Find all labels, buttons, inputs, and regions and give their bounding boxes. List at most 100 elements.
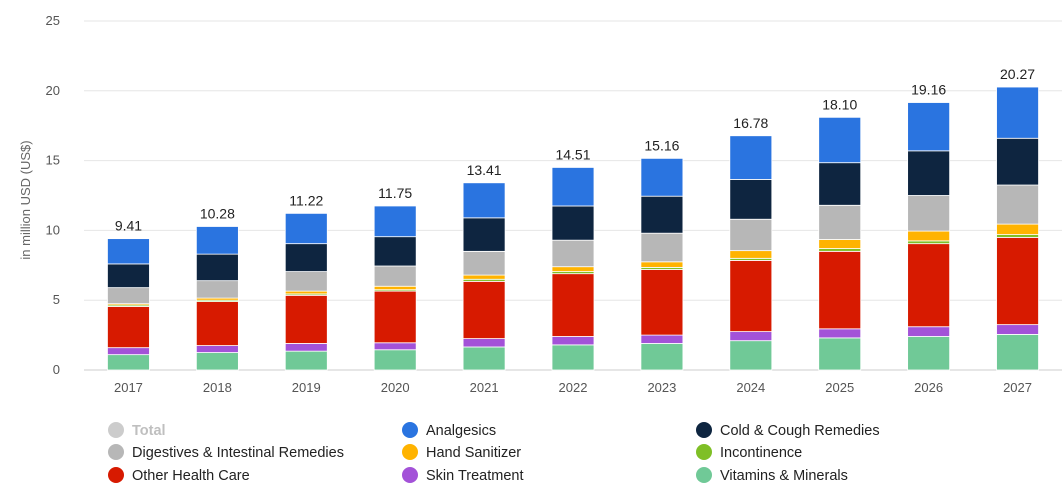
bar-segment[interactable] <box>729 218 773 252</box>
bar-segment[interactable] <box>107 306 150 349</box>
bar-segment[interactable] <box>284 294 328 344</box>
bar-segment[interactable] <box>729 340 773 371</box>
bar-segment[interactable] <box>284 290 328 295</box>
bar-segment[interactable] <box>996 223 1039 235</box>
bar-segment[interactable] <box>462 338 506 348</box>
y-tick-label: 5 <box>53 292 60 307</box>
bar-segment[interactable] <box>195 301 239 346</box>
bar-segment[interactable] <box>818 162 862 206</box>
bar-segment[interactable] <box>551 205 595 241</box>
bar-segment[interactable] <box>818 250 862 330</box>
legend-item[interactable]: Total <box>108 422 166 439</box>
bar-segment[interactable] <box>107 287 150 305</box>
legend-item[interactable]: Incontinence <box>696 444 802 461</box>
bar-segment[interactable] <box>373 265 417 287</box>
bar-segment[interactable] <box>907 102 951 152</box>
bar-segment[interactable] <box>551 266 595 272</box>
bar-segment[interactable] <box>373 342 417 351</box>
bar-segment[interactable] <box>195 280 239 299</box>
bar-segment[interactable] <box>107 263 150 289</box>
bar-segment[interactable] <box>996 86 1039 139</box>
bar-segment[interactable] <box>107 238 150 265</box>
bar-segment[interactable] <box>284 212 328 245</box>
bar-segment[interactable] <box>551 167 595 207</box>
total-data-label: 15.16 <box>644 137 679 153</box>
bar-segment[interactable] <box>195 226 239 255</box>
legend-marker <box>108 467 124 483</box>
legend-label: Other Health Care <box>132 468 250 484</box>
bar-segment[interactable] <box>996 234 1039 238</box>
bar-segment[interactable] <box>462 250 506 276</box>
bar-segment[interactable] <box>195 345 239 353</box>
bar-segment[interactable] <box>907 326 951 337</box>
legend-item[interactable]: Analgesics <box>402 422 496 439</box>
bar-segment[interactable] <box>551 344 595 371</box>
bar-segment[interactable] <box>373 290 417 344</box>
bar-segment[interactable] <box>551 336 595 346</box>
bar-segment[interactable] <box>284 271 328 292</box>
bar-segment[interactable] <box>284 243 328 272</box>
bar-segment[interactable] <box>818 337 862 371</box>
x-tick-label: 2022 <box>559 380 588 395</box>
bar-segment[interactable] <box>462 280 506 339</box>
legend-marker <box>696 422 712 438</box>
bar-segment[interactable] <box>907 240 951 245</box>
bar-segment[interactable] <box>907 336 951 371</box>
bar-segment[interactable] <box>907 195 951 232</box>
legend-label: Incontinence <box>720 445 802 461</box>
bar-segment[interactable] <box>818 204 862 240</box>
bar-segment[interactable] <box>107 347 150 356</box>
legend-item[interactable]: Hand Sanitizer <box>402 444 521 461</box>
bar-segment[interactable] <box>284 350 328 371</box>
legend-item[interactable]: Other Health Care <box>108 467 250 484</box>
legend-item[interactable]: Vitamins & Minerals <box>696 467 848 484</box>
bar-segment[interactable] <box>551 239 595 268</box>
bar-segment[interactable] <box>818 116 862 164</box>
bar-segment[interactable] <box>729 135 773 180</box>
y-tick-label: 0 <box>53 362 60 377</box>
bar-segment[interactable] <box>818 239 862 249</box>
legend-item[interactable]: Skin Treatment <box>402 467 524 484</box>
bar-segment[interactable] <box>818 248 862 252</box>
bar-segment[interactable] <box>640 157 684 197</box>
bar-segment[interactable] <box>996 137 1039 186</box>
bar-segment[interactable] <box>107 354 150 371</box>
bar-segment[interactable] <box>729 250 773 259</box>
bar-segment[interactable] <box>996 184 1039 225</box>
bar-segment[interactable] <box>462 217 506 252</box>
bar-segment[interactable] <box>907 150 951 196</box>
bar-segment[interactable] <box>996 236 1039 326</box>
legend-item[interactable]: Digestives & Intestinal Remedies <box>108 444 344 461</box>
bar-segment[interactable] <box>462 346 506 371</box>
bar-segment[interactable] <box>373 349 417 371</box>
bar-segment[interactable] <box>640 195 684 234</box>
bar-segment[interactable] <box>729 260 773 333</box>
bar-segment[interactable] <box>462 274 506 280</box>
bar-segment[interactable] <box>284 343 328 352</box>
bar-segment[interactable] <box>551 273 595 337</box>
bar-segment[interactable] <box>996 334 1039 371</box>
bar-segment[interactable] <box>373 285 417 291</box>
legend-item[interactable]: Cold & Cough Remedies <box>696 422 880 439</box>
bar-segment[interactable] <box>373 205 417 238</box>
bar-segment[interactable] <box>373 236 417 267</box>
bar-segment[interactable] <box>729 331 773 342</box>
bar-segment[interactable] <box>907 230 951 242</box>
bar-segment[interactable] <box>996 324 1039 335</box>
bar-segment[interactable] <box>640 261 684 268</box>
bar-segment[interactable] <box>818 328 862 339</box>
total-data-label: 9.41 <box>115 218 142 234</box>
bar-segment[interactable] <box>640 334 684 344</box>
legend-label: Cold & Cough Remedies <box>720 423 880 439</box>
bar-segment[interactable] <box>907 243 951 328</box>
legend-marker <box>108 444 124 460</box>
bar-segment[interactable] <box>462 182 506 219</box>
bar-segment[interactable] <box>640 343 684 371</box>
bar-segment[interactable] <box>729 179 773 220</box>
bar-segment[interactable] <box>640 232 684 263</box>
legend-label: Vitamins & Minerals <box>720 468 848 484</box>
bar-segment[interactable] <box>640 269 684 336</box>
total-data-label: 13.41 <box>467 162 502 178</box>
bar-segment[interactable] <box>195 253 239 282</box>
bar-segment[interactable] <box>195 352 239 371</box>
